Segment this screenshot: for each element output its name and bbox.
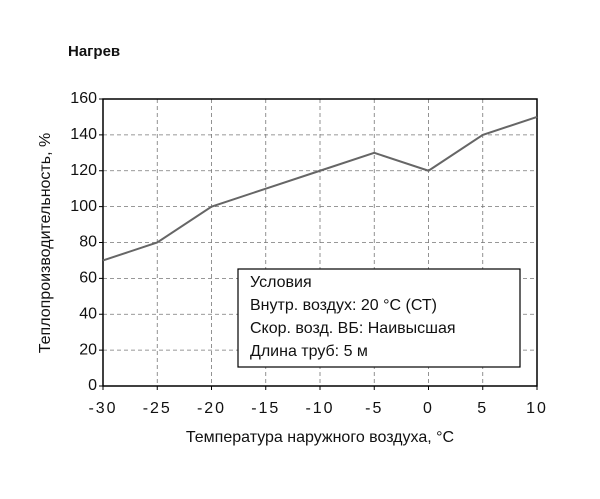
- chart-title: Нагрев: [68, 43, 120, 60]
- y-tick-label: 20: [79, 341, 97, 358]
- annotation-text: Скор. возд. ВБ: Наивысшая: [250, 320, 456, 337]
- plot-frame: [102, 98, 538, 387]
- annotation-text: Длина труб: 5 м: [250, 343, 368, 360]
- y-tick-label: 80: [79, 234, 97, 251]
- annotation-box: [237, 268, 521, 368]
- y-tick-label: 100: [70, 198, 97, 215]
- y-tick-label: 140: [70, 126, 97, 143]
- x-tick-label: -10: [305, 400, 334, 417]
- data-line: [102, 115, 538, 262]
- y-tick-label: 160: [70, 90, 97, 107]
- y-tick-label: 0: [88, 377, 97, 394]
- x-tick-label: -15: [251, 400, 280, 417]
- y-axis-label: Теплопроизводительность, %: [37, 133, 54, 353]
- x-tick-label: -25: [143, 400, 172, 417]
- x-tick-label: -5: [365, 400, 383, 417]
- y-tick-label: 40: [79, 305, 97, 322]
- x-tick-label: -30: [88, 400, 117, 417]
- y-tick-label: 60: [79, 270, 97, 287]
- annotation-text: Внутр. воздух: 20 °С (СТ): [250, 297, 437, 314]
- x-tick-label: -20: [197, 400, 226, 417]
- x-tick-label: 0: [423, 400, 434, 417]
- y-tick-label: 120: [70, 162, 97, 179]
- x-axis-label: Температура наружного воздуха, °С: [186, 429, 454, 446]
- x-tick-label: 5: [477, 400, 488, 417]
- x-tick-label: 10: [526, 400, 548, 417]
- annotation-text: Условия: [250, 274, 312, 291]
